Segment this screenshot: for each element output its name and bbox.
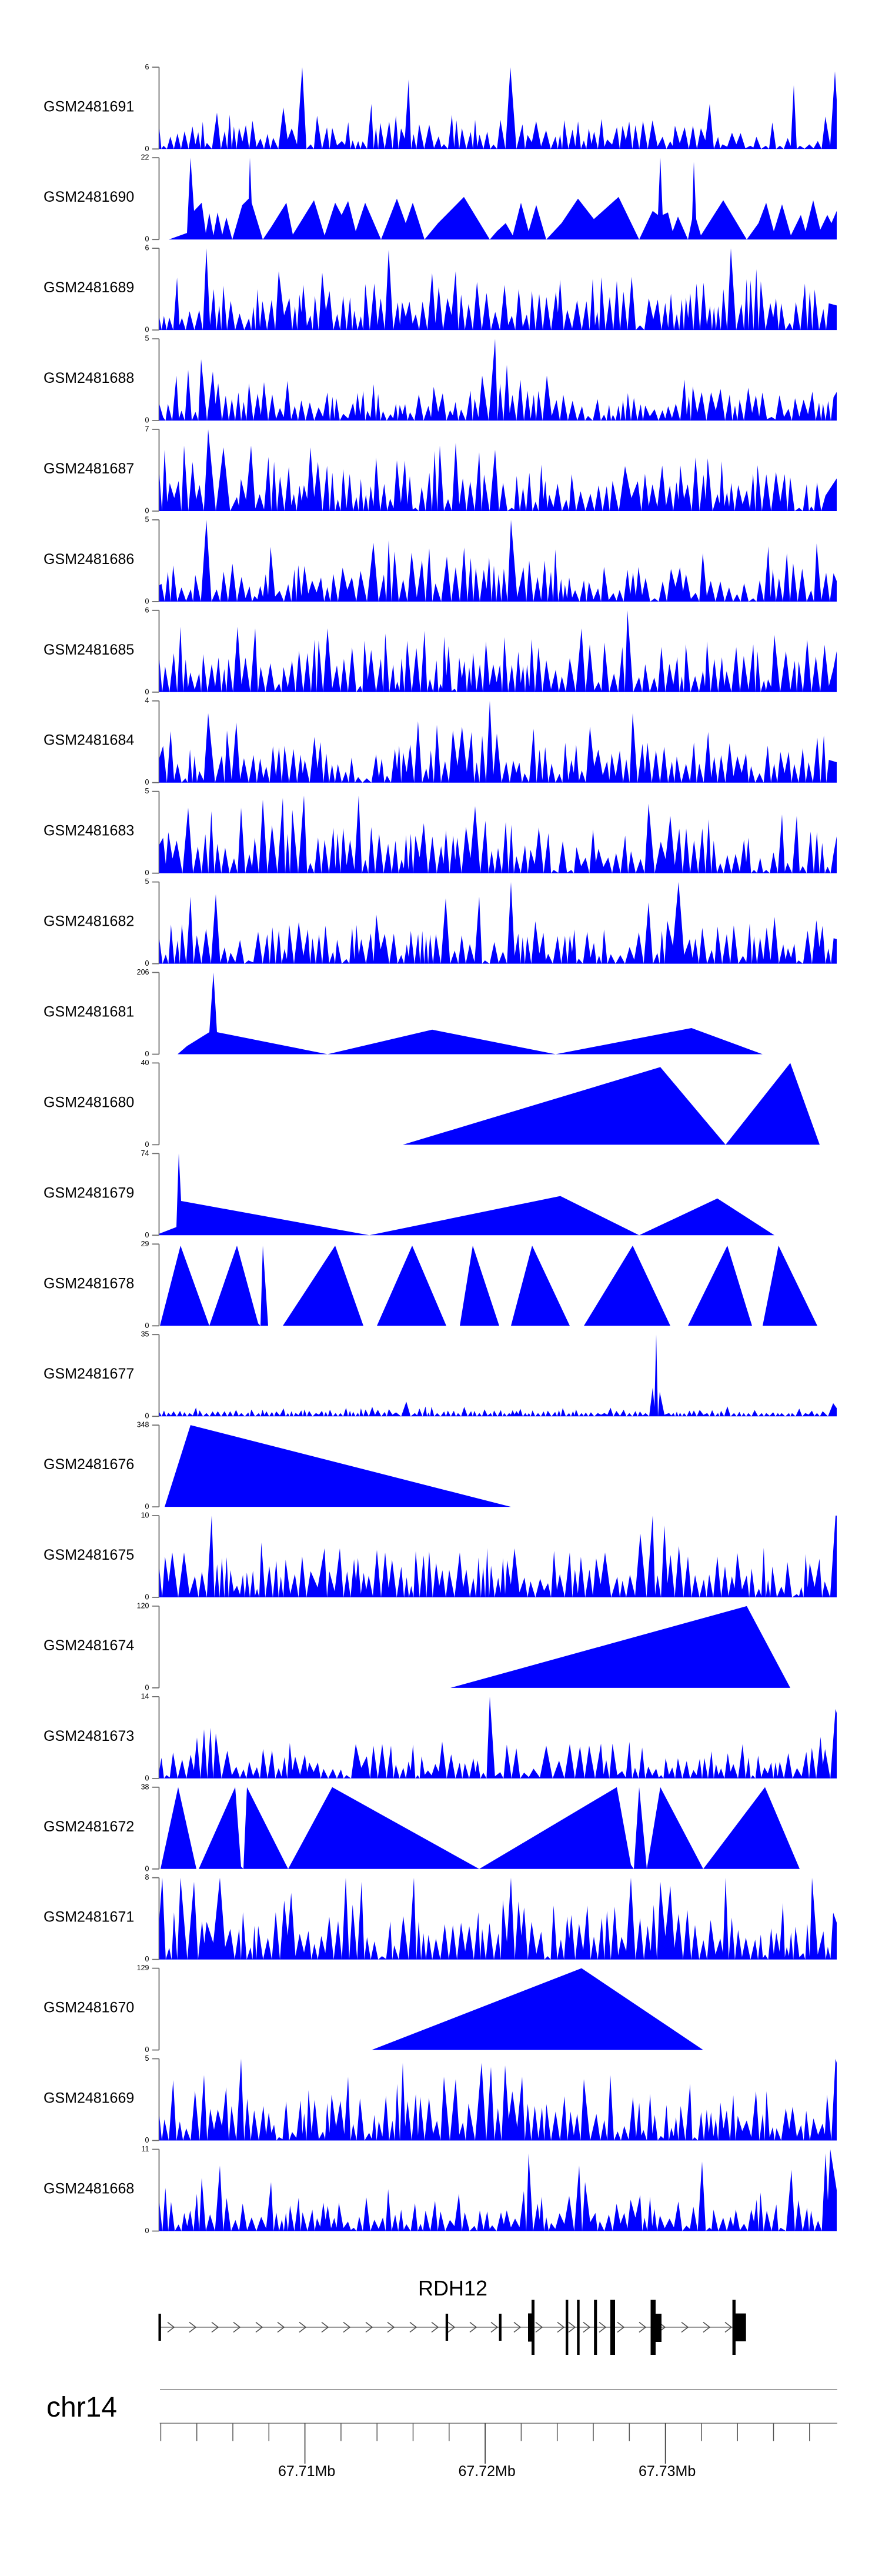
svg-text:GSM2481678: GSM2481678 <box>44 1275 134 1292</box>
svg-text:0: 0 <box>145 2136 149 2144</box>
svg-text:120: 120 <box>137 1601 149 1610</box>
svg-text:0: 0 <box>145 688 149 696</box>
svg-text:0: 0 <box>145 1322 149 1330</box>
svg-text:GSM2481669: GSM2481669 <box>44 2090 134 2107</box>
svg-text:8: 8 <box>145 1873 149 1881</box>
svg-text:0: 0 <box>145 326 149 334</box>
svg-text:0: 0 <box>145 1140 149 1149</box>
svg-text:5: 5 <box>145 515 149 523</box>
svg-text:67.71Mb: 67.71Mb <box>278 2463 335 2480</box>
svg-text:7: 7 <box>145 425 149 433</box>
svg-text:0: 0 <box>145 1864 149 1873</box>
svg-text:0: 0 <box>145 869 149 877</box>
svg-text:6: 6 <box>145 244 149 252</box>
svg-text:0: 0 <box>145 2046 149 2054</box>
svg-text:GSM2481688: GSM2481688 <box>44 370 134 386</box>
svg-text:6: 6 <box>145 606 149 614</box>
svg-text:22: 22 <box>141 154 149 162</box>
svg-text:40: 40 <box>141 1059 149 1067</box>
svg-text:0: 0 <box>145 507 149 515</box>
svg-text:GSM2481677: GSM2481677 <box>44 1366 134 1382</box>
svg-text:GSM2481679: GSM2481679 <box>44 1184 134 1201</box>
svg-text:0: 0 <box>145 597 149 605</box>
svg-text:GSM2481682: GSM2481682 <box>44 913 134 930</box>
svg-text:0: 0 <box>145 416 149 425</box>
svg-text:GSM2481685: GSM2481685 <box>44 642 134 658</box>
svg-text:0: 0 <box>145 1050 149 1058</box>
svg-text:chr14: chr14 <box>46 2392 117 2423</box>
svg-text:GSM2481684: GSM2481684 <box>44 732 134 749</box>
svg-text:0: 0 <box>145 1593 149 1601</box>
svg-text:5: 5 <box>145 877 149 886</box>
svg-text:4: 4 <box>145 696 149 705</box>
svg-text:GSM2481686: GSM2481686 <box>44 551 134 568</box>
svg-text:GSM2481687: GSM2481687 <box>44 461 134 477</box>
svg-text:GSM2481683: GSM2481683 <box>44 823 134 839</box>
svg-text:348: 348 <box>137 1421 149 1429</box>
svg-text:0: 0 <box>145 2227 149 2235</box>
svg-text:0: 0 <box>145 1503 149 1511</box>
svg-text:0: 0 <box>145 1774 149 1782</box>
svg-text:11: 11 <box>142 2145 149 2153</box>
svg-text:GSM2481671: GSM2481671 <box>44 1909 134 1926</box>
svg-text:GSM2481675: GSM2481675 <box>44 1547 134 1563</box>
svg-text:GSM2481691: GSM2481691 <box>44 98 134 115</box>
svg-text:GSM2481673: GSM2481673 <box>44 1728 134 1744</box>
svg-text:GSM2481676: GSM2481676 <box>44 1456 134 1473</box>
svg-text:GSM2481674: GSM2481674 <box>44 1637 134 1654</box>
svg-text:0: 0 <box>145 1412 149 1420</box>
svg-text:0: 0 <box>145 1683 149 1691</box>
svg-text:0: 0 <box>145 778 149 786</box>
svg-text:GSM2481681: GSM2481681 <box>44 1004 134 1020</box>
svg-text:GSM2481689: GSM2481689 <box>44 279 134 296</box>
svg-text:29: 29 <box>141 1240 149 1248</box>
svg-text:129: 129 <box>137 1964 149 1972</box>
svg-text:GSM2481680: GSM2481680 <box>44 1094 134 1110</box>
svg-text:67.73Mb: 67.73Mb <box>639 2463 696 2480</box>
svg-text:67.72Mb: 67.72Mb <box>458 2463 515 2480</box>
svg-text:38: 38 <box>141 1783 149 1791</box>
svg-text:5: 5 <box>145 2054 149 2063</box>
svg-text:14: 14 <box>141 1692 149 1700</box>
svg-text:0: 0 <box>145 145 149 153</box>
svg-text:GSM2481668: GSM2481668 <box>44 2181 134 2197</box>
svg-text:RDH12: RDH12 <box>418 2276 487 2300</box>
svg-text:GSM2481672: GSM2481672 <box>44 1818 134 1835</box>
svg-text:0: 0 <box>145 1231 149 1239</box>
svg-text:GSM2481670: GSM2481670 <box>44 2000 134 2016</box>
svg-text:GSM2481690: GSM2481690 <box>44 189 134 205</box>
svg-text:74: 74 <box>141 1149 149 1157</box>
svg-text:6: 6 <box>145 63 149 71</box>
svg-text:10: 10 <box>141 1511 149 1520</box>
svg-text:206: 206 <box>137 968 149 976</box>
svg-text:0: 0 <box>145 235 149 243</box>
svg-text:0: 0 <box>145 1955 149 1963</box>
svg-text:35: 35 <box>141 1330 149 1339</box>
svg-text:5: 5 <box>145 335 149 343</box>
svg-text:0: 0 <box>145 959 149 967</box>
svg-text:5: 5 <box>145 787 149 795</box>
